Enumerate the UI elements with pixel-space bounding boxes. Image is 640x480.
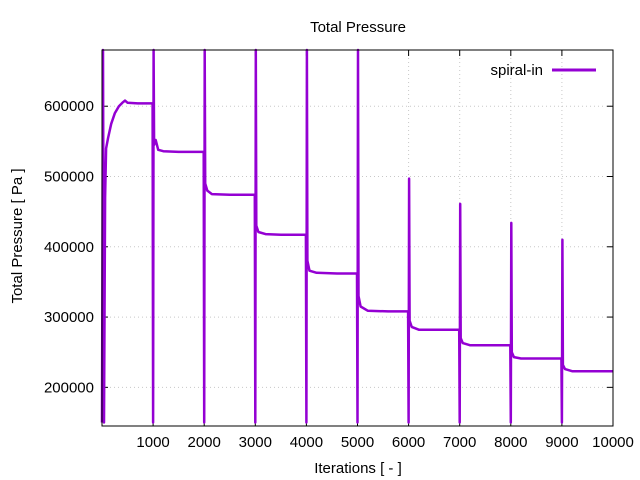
x-tick-label: 3000 [239,434,272,451]
x-tick-label: 10000 [592,434,634,451]
x-axis-ticks: 1000 2000 3000 4000 5000 6000 7000 8000 9000 1000… [136,50,634,451]
x-tick-label: 7000 [443,434,476,451]
series-layer [100,48,613,424]
x-tick-label: 9000 [545,434,578,451]
y-tick-label: 200000 [44,379,94,396]
plot-frame [101,49,614,427]
y-tick-label: 600000 [44,98,94,115]
y-axis-ticks: 200000 300000 400000 500000 600000 [44,98,613,396]
x-tick-label: 2000 [188,434,221,451]
y-tick-label: 300000 [44,309,94,326]
legend: spiral-in [490,62,596,79]
x-tick-label: 5000 [341,434,374,451]
legend-label-spiral-in: spiral-in [490,62,543,79]
x-tick-label: 8000 [494,434,527,451]
y-axis-label: Total Pressure [ Pa ] [9,168,26,303]
x-axis-label: Iterations [ - ] [314,460,402,477]
series-line-0 [100,48,613,424]
x-tick-label: 1000 [136,434,169,451]
x-tick-label: 6000 [392,434,425,451]
y-tick-label: 500000 [44,169,94,186]
chart-title: Total Pressure [310,19,406,36]
x-tick-label: 4000 [290,434,323,451]
y-tick-label: 400000 [44,239,94,256]
